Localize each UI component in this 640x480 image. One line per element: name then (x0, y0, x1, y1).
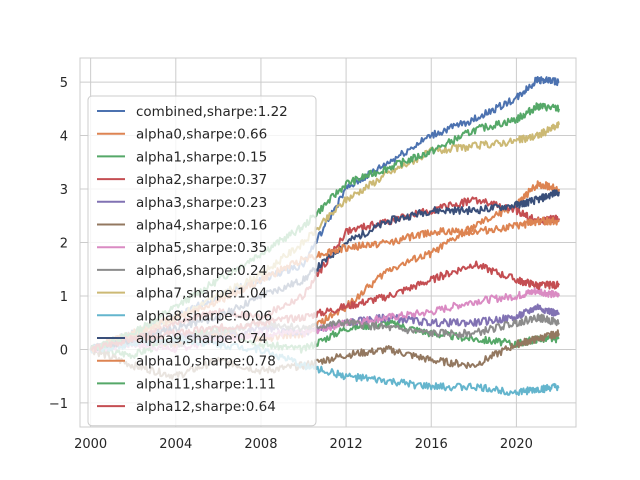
legend-label: alpha10,sharpe:0.78 (136, 354, 276, 370)
x-tick-label: 2012 (330, 437, 363, 452)
legend-label: alpha2,sharpe:0.37 (136, 172, 267, 188)
x-tick-label: 2000 (74, 437, 107, 452)
y-tick-label: 1 (60, 290, 68, 305)
y-tick-label: −1 (49, 397, 68, 412)
legend-label: alpha4,sharpe:0.16 (136, 218, 267, 234)
y-tick-label: 2 (60, 237, 68, 252)
legend-label: alpha1,sharpe:0.15 (136, 149, 267, 165)
legend: combined,sharpe:1.22 alpha0,sharpe:0.66 al… (87, 95, 317, 427)
y-tick-label: 0 (60, 343, 68, 358)
x-tick-label: 2004 (159, 437, 192, 452)
y-axis-ticks: −1 0 1 2 3 4 5 (49, 76, 68, 412)
x-axis-ticks: 2000 2004 2008 2012 2016 2020 (74, 437, 533, 452)
legend-label: alpha0,sharpe:0.66 (136, 127, 267, 143)
legend-label: alpha3,sharpe:0.23 (136, 195, 267, 211)
legend-label: alpha7,sharpe:1.04 (136, 286, 267, 302)
y-tick-label: 3 (60, 183, 68, 198)
x-tick-label: 2016 (415, 437, 448, 452)
legend-label: alpha11,sharpe:1.11 (136, 376, 276, 392)
y-tick-label: 5 (60, 76, 68, 91)
legend-label: alpha12,sharpe:0.64 (136, 399, 276, 415)
legend-label: alpha9,sharpe:0.74 (136, 331, 267, 347)
x-tick-label: 2020 (500, 437, 533, 452)
legend-label: alpha8,sharpe:-0.06 (136, 308, 272, 324)
legend-label: alpha5,sharpe:0.35 (136, 240, 267, 256)
plot-frame (79, 57, 577, 428)
legend-box (87, 95, 317, 427)
legend-label: alpha6,sharpe:0.24 (136, 263, 267, 279)
y-tick-label: 4 (60, 130, 68, 145)
x-tick-label: 2008 (244, 437, 277, 452)
legend-label: combined,sharpe:1.22 (136, 104, 288, 120)
